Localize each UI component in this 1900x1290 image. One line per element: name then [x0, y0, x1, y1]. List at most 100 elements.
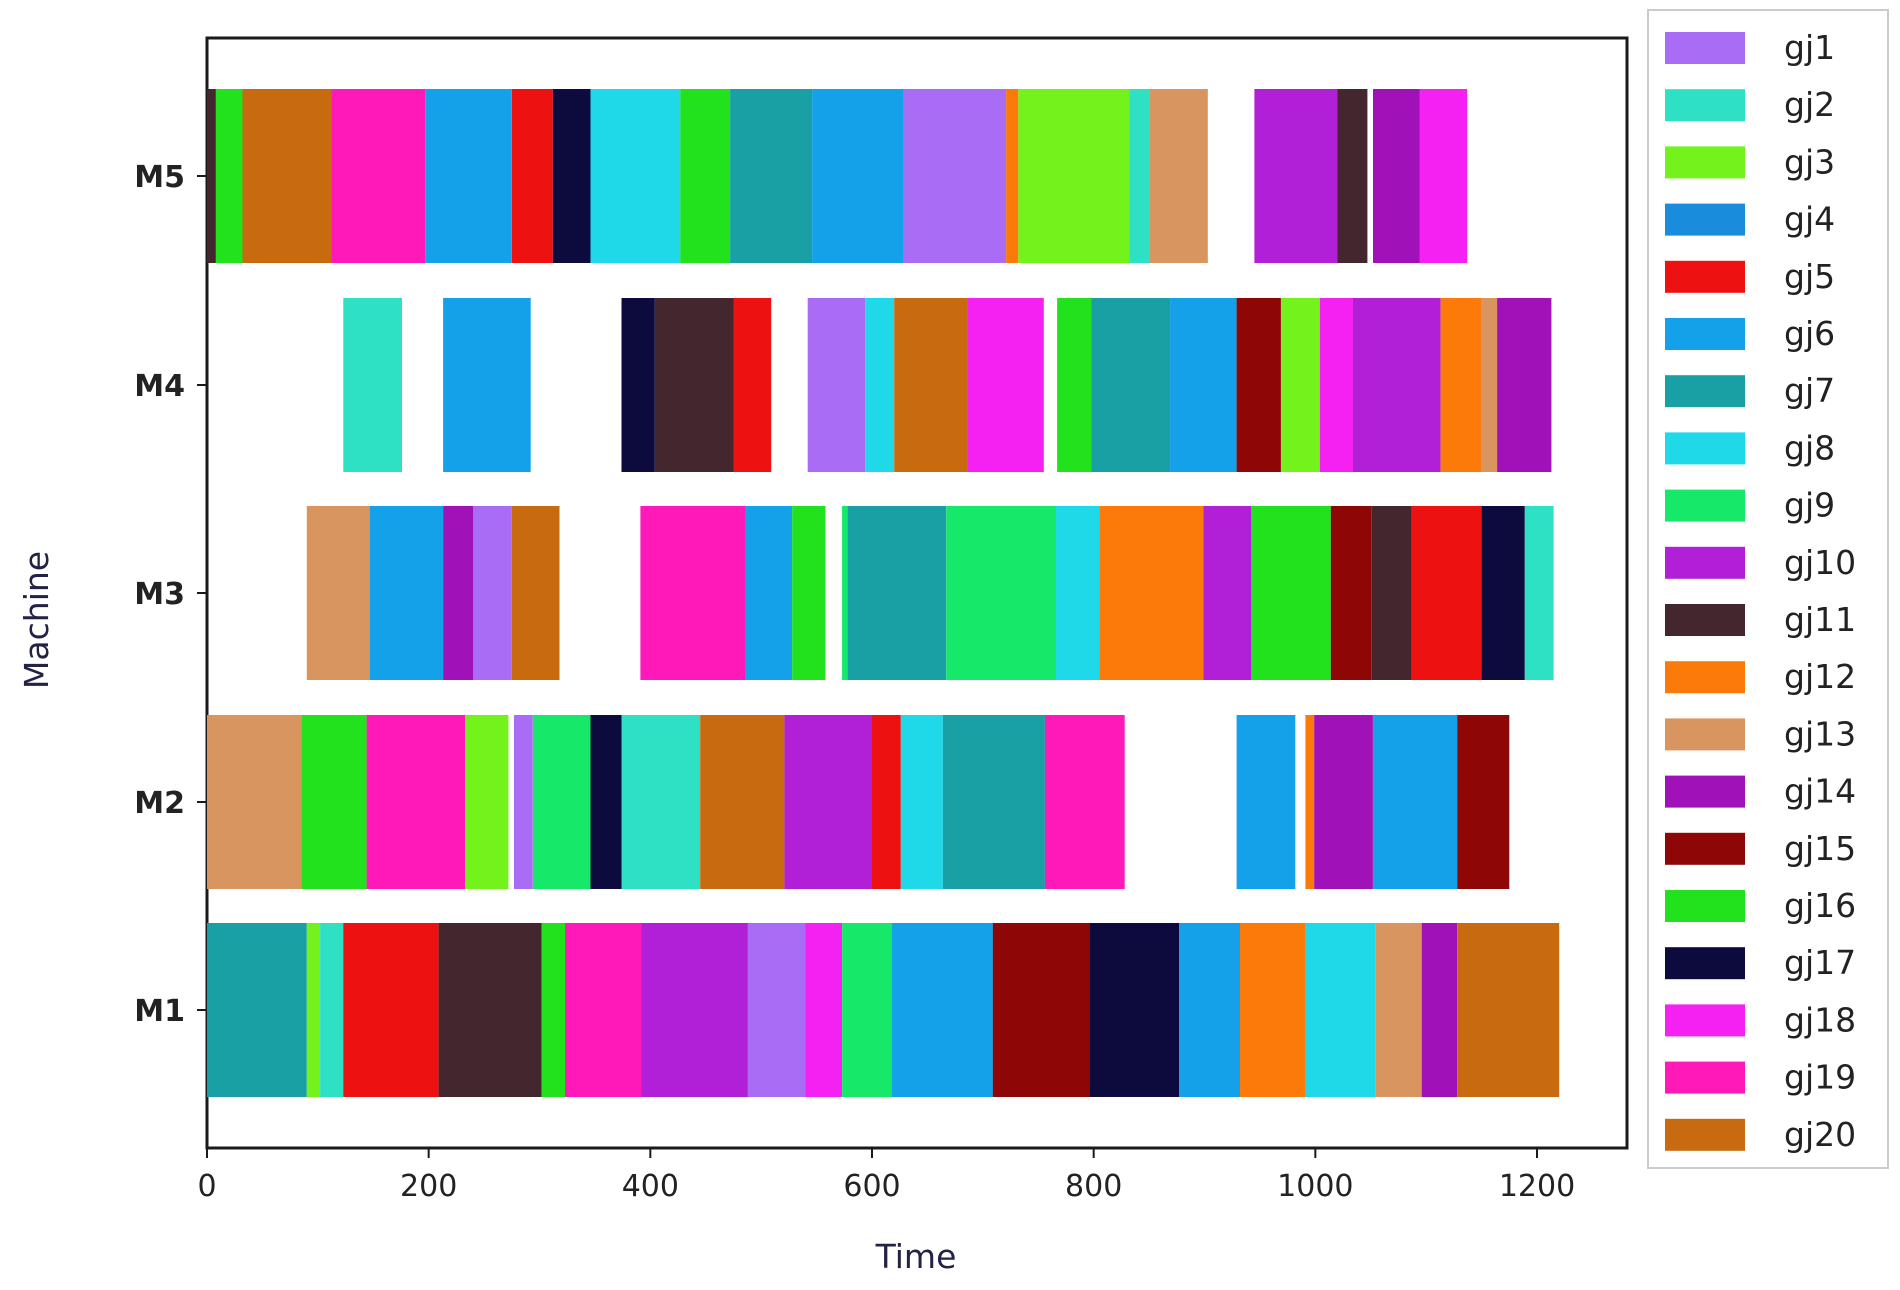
legend-swatch-gj5 [1665, 260, 1745, 293]
task-bar-m1-gj18 [805, 923, 843, 1097]
task-bar-m5-gj5 [511, 89, 553, 263]
legend-label-gj8: gj8 [1784, 428, 1835, 467]
task-bar-m1-gj6 [892, 923, 993, 1097]
task-bar-m4-gj1 [807, 298, 866, 472]
task-bar-m5-gj8 [590, 89, 681, 263]
task-bar-m4-gj6 [443, 298, 531, 472]
x-tick-label: 600 [843, 1169, 900, 1204]
task-bar-m4-gj3 [1281, 298, 1320, 472]
legend-label-gj17: gj17 [1784, 943, 1856, 982]
x-tick-label: 400 [622, 1169, 679, 1204]
task-bar-m1-gj10 [641, 923, 748, 1097]
task-bar-m5-gj11 [207, 89, 216, 263]
task-bar-m5-gj14 [1373, 89, 1420, 263]
task-bar-m4-gj18 [1319, 298, 1354, 472]
y-tick-label: M5 [134, 160, 185, 195]
task-bar-m1-gj8 [1305, 923, 1376, 1097]
legend-swatch-gj6 [1665, 318, 1745, 350]
y-tick-label: M1 [134, 994, 185, 1029]
task-bar-m5-gj6 [425, 89, 512, 263]
task-bar-m2-gj12 [1305, 715, 1315, 889]
task-bar-m1-gj19 [565, 923, 642, 1097]
task-bar-m4-gj11 [654, 298, 734, 472]
legend-swatch-gj7 [1665, 375, 1745, 408]
task-bar-m2-gj19 [366, 715, 466, 889]
legend-swatch-gj18 [1665, 1004, 1745, 1037]
y-axis-label: Machine [17, 551, 56, 689]
legend-label-gj15: gj15 [1784, 829, 1856, 868]
task-bar-m4-gj18 [967, 298, 1044, 472]
x-tick-label: 800 [1065, 1169, 1122, 1204]
legend-swatch-gj1 [1665, 32, 1745, 64]
task-bar-m2-gj19 [1044, 715, 1125, 889]
task-bar-m5-gj2 [1129, 89, 1150, 263]
legend-swatch-gj20 [1665, 1118, 1745, 1151]
task-bar-m5-gj6 [812, 89, 903, 263]
legend-swatch-gj8 [1665, 432, 1745, 465]
task-bar-m5-gj13 [1149, 89, 1208, 263]
legend-swatch-gj17 [1665, 947, 1745, 980]
legend-label-gj9: gj9 [1784, 486, 1835, 525]
x-tick-label: 1200 [1499, 1169, 1575, 1204]
legend-label-gj18: gj18 [1784, 1000, 1856, 1039]
task-bar-m3-gj6 [369, 506, 443, 680]
legend-label-gj4: gj4 [1784, 200, 1835, 239]
task-bar-m3-gj5 [1411, 506, 1482, 680]
task-bars [207, 89, 1560, 1097]
task-bar-m1-gj3 [306, 923, 321, 1097]
task-bar-m2-gj3 [465, 715, 509, 889]
task-bar-m2-gj14 [1314, 715, 1373, 889]
legend-swatch-gj10 [1665, 546, 1745, 579]
legend-swatch-gj4 [1665, 203, 1745, 236]
legend-swatch-gj16 [1665, 890, 1745, 922]
y-tick-label: M2 [134, 786, 185, 821]
legend-swatch-gj14 [1665, 775, 1745, 808]
task-bar-m1-gj16 [541, 923, 565, 1097]
y-tick-label: M4 [134, 369, 185, 404]
task-bar-m1-gj5 [343, 923, 439, 1097]
task-bar-m2-gj20 [700, 715, 785, 889]
task-bar-m2-gj8 [900, 715, 943, 889]
legend-label-gj2: gj2 [1784, 85, 1835, 124]
task-bar-m2-gj17 [590, 715, 622, 889]
task-bar-m1-gj13 [1375, 923, 1422, 1097]
task-bar-m3-gj17 [1481, 506, 1525, 680]
legend-label-gj6: gj6 [1784, 314, 1835, 353]
task-bar-m3-gj6 [745, 506, 793, 680]
task-bar-m2-gj16 [301, 715, 367, 889]
task-bar-m2-gj1 [514, 715, 533, 889]
task-bar-m2-gj7 [942, 715, 1045, 889]
task-bar-m5-gj7 [730, 89, 813, 263]
task-bar-m1-gj12 [1240, 923, 1306, 1097]
task-bar-m3-gj9 [842, 506, 848, 680]
task-bar-m1-gj7 [207, 923, 307, 1097]
x-axis-label: Time [875, 1237, 957, 1276]
task-bar-m2-gj5 [872, 715, 901, 889]
task-bar-m5-gj20 [242, 89, 332, 263]
task-bar-m4-gj5 [733, 298, 772, 472]
legend-swatch-gj15 [1665, 832, 1745, 865]
task-bar-m2-gj10 [784, 715, 872, 889]
task-bar-m1-gj1 [747, 923, 806, 1097]
task-bar-m1-gj9 [842, 923, 892, 1097]
task-bar-m1-gj15 [992, 923, 1090, 1097]
task-bar-m2-gj6 [1373, 715, 1458, 889]
task-bar-m1-gj11 [438, 923, 542, 1097]
task-bar-m5-gj12 [1006, 89, 1019, 263]
task-bar-m4-gj10 [1353, 298, 1441, 472]
task-bar-m5-gj3 [1018, 89, 1130, 263]
task-bar-m4-gj6 [1170, 298, 1237, 472]
task-bar-m4-gj13 [1481, 298, 1498, 472]
task-bar-m5-gj19 [331, 89, 426, 263]
task-bar-m2-gj6 [1236, 715, 1296, 889]
x-tick-label: 200 [400, 1169, 457, 1204]
task-bar-m4-gj16 [1057, 298, 1092, 472]
task-bar-m5-gj16 [215, 89, 243, 263]
task-bar-m3-gj14 [443, 506, 473, 680]
task-bar-m3-gj1 [473, 506, 512, 680]
x-axis-ticks: 0 200 400 600 800 1000 1200 [197, 1148, 1575, 1204]
task-bar-m4-gj15 [1236, 298, 1281, 472]
task-bar-m4-gj12 [1440, 298, 1482, 472]
task-bar-m3-gj16 [792, 506, 826, 680]
legend-swatch-gj9 [1665, 489, 1745, 522]
